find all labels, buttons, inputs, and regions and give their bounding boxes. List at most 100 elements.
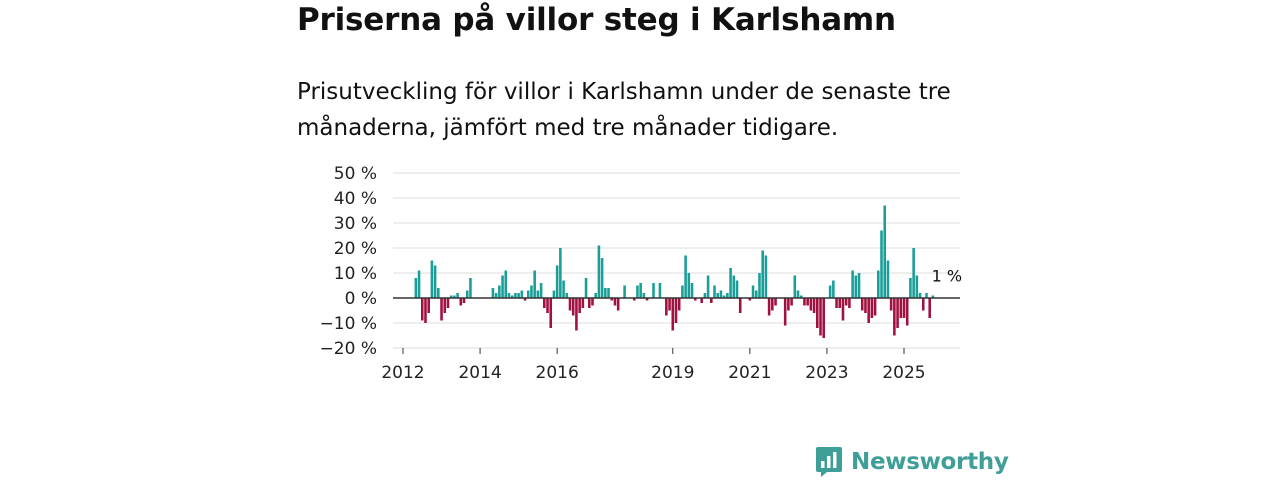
bar [767, 298, 771, 316]
bar [681, 285, 684, 298]
bar [449, 295, 453, 298]
bar [886, 260, 890, 298]
bar [928, 298, 931, 318]
bar [860, 298, 864, 311]
x-tick-label: 2014 [458, 363, 501, 383]
bar [754, 290, 758, 298]
bar [668, 298, 671, 311]
bar [883, 205, 887, 298]
bar [552, 290, 556, 298]
bar [665, 298, 668, 316]
x-tick-label: 2019 [651, 363, 694, 383]
brand-name: Newsworthy [851, 449, 1009, 475]
bar [854, 275, 858, 298]
bar [812, 298, 816, 313]
bar [851, 270, 854, 298]
bar [783, 298, 787, 326]
bar [597, 245, 601, 298]
bar [543, 298, 546, 308]
bar [799, 295, 803, 298]
bar [677, 298, 681, 311]
newsworthy-logo-icon [816, 447, 842, 477]
bar [902, 298, 906, 318]
bar [555, 265, 559, 298]
bar [562, 280, 565, 298]
bar [456, 293, 459, 298]
y-tick-label: 0 % [345, 289, 377, 309]
bar [433, 265, 437, 298]
bar [816, 298, 819, 328]
bar [587, 298, 591, 308]
bar [501, 275, 504, 298]
newsworthy-brand[interactable]: Newsworthy [815, 445, 1009, 479]
bar [453, 295, 456, 298]
bar [414, 278, 418, 298]
bar [893, 298, 896, 336]
bar [417, 270, 421, 298]
chart-subtitle: Prisutveckling för villor i Karlshamn un… [297, 79, 951, 141]
bar [841, 298, 845, 321]
bar [440, 298, 443, 321]
bar [822, 298, 825, 338]
bar [710, 298, 713, 303]
bar [658, 283, 662, 298]
y-tick-label: 10 % [334, 264, 377, 284]
bar [793, 275, 797, 298]
bar [803, 298, 806, 306]
bar [600, 258, 604, 298]
bar [639, 283, 642, 298]
bar [912, 248, 915, 298]
bar [565, 293, 569, 298]
bar [899, 298, 903, 318]
bar [713, 285, 716, 298]
bar [722, 295, 726, 298]
bar [491, 288, 495, 298]
bar [719, 290, 723, 298]
bar [517, 293, 520, 298]
bar [828, 285, 832, 298]
bar [787, 298, 790, 311]
bar [520, 290, 524, 298]
bar [806, 298, 809, 306]
end-value-label: 1 % [932, 267, 962, 286]
bar [716, 293, 720, 298]
bar [809, 298, 813, 311]
bar [700, 298, 703, 303]
bar [424, 298, 427, 323]
bar [671, 298, 675, 331]
bar [530, 285, 533, 298]
bar [507, 293, 511, 298]
chart-title: Priserna på villor steg i Karlshamn [297, 2, 896, 38]
bar [909, 278, 912, 298]
bar [430, 260, 434, 298]
y-tick-label: 30 % [334, 214, 377, 234]
bar [880, 230, 883, 298]
bar [510, 295, 514, 298]
bar [514, 293, 517, 298]
bar [687, 273, 691, 298]
bar [636, 285, 639, 298]
y-tick-label: 20 % [334, 239, 377, 259]
bar [465, 290, 469, 298]
bar [645, 298, 649, 301]
bar [549, 298, 553, 328]
x-tick-label: 2023 [805, 363, 848, 383]
bar [459, 298, 463, 306]
bar [835, 298, 838, 308]
bar [877, 270, 880, 298]
bar [494, 293, 498, 298]
bar [758, 273, 761, 298]
bar [437, 288, 440, 298]
bar [642, 293, 646, 298]
bar [616, 298, 620, 311]
x-tick-label: 2012 [381, 363, 424, 383]
bar [693, 298, 697, 301]
bar-chart: −20 % −10 % 0 % 10 % 20 % 30 % 40 % 50 % 2012 201… [320, 164, 963, 383]
bar [568, 298, 572, 311]
bar [690, 283, 694, 298]
bar [706, 275, 710, 298]
bar [832, 280, 835, 298]
bar [674, 298, 678, 323]
bar [931, 295, 935, 298]
bar [905, 298, 909, 326]
